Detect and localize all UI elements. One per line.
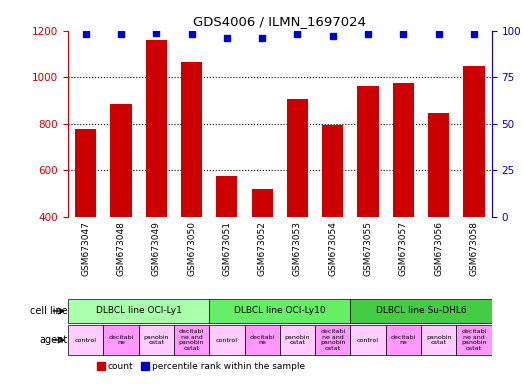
Text: GSM673055: GSM673055 xyxy=(363,221,372,276)
Text: decitabi
ne: decitabi ne xyxy=(249,334,275,346)
Text: control: control xyxy=(75,338,97,343)
Text: cell line: cell line xyxy=(30,306,68,316)
Text: GSM673052: GSM673052 xyxy=(258,221,267,276)
Bar xyxy=(393,83,414,217)
Text: DLBCL line Su-DHL6: DLBCL line Su-DHL6 xyxy=(376,306,467,316)
FancyBboxPatch shape xyxy=(350,325,385,355)
FancyBboxPatch shape xyxy=(68,325,104,355)
FancyBboxPatch shape xyxy=(280,325,315,355)
Text: panobin
ostat: panobin ostat xyxy=(285,334,310,346)
Bar xyxy=(110,104,132,217)
Text: decitabi
ne: decitabi ne xyxy=(108,334,133,346)
Bar xyxy=(75,129,96,217)
Text: GSM673053: GSM673053 xyxy=(293,221,302,276)
Text: GSM673057: GSM673057 xyxy=(399,221,408,276)
Bar xyxy=(463,66,484,217)
Bar xyxy=(145,40,167,217)
FancyBboxPatch shape xyxy=(139,325,174,355)
Text: GSM673054: GSM673054 xyxy=(328,221,337,276)
FancyBboxPatch shape xyxy=(104,325,139,355)
Text: decitabi
ne and
panobin
ostat: decitabi ne and panobin ostat xyxy=(320,329,346,351)
Text: GSM673049: GSM673049 xyxy=(152,221,161,276)
Text: GSM673056: GSM673056 xyxy=(434,221,443,276)
Text: control: control xyxy=(216,338,238,343)
Text: agent: agent xyxy=(40,335,68,345)
FancyBboxPatch shape xyxy=(385,325,421,355)
Text: panobin
ostat: panobin ostat xyxy=(426,334,451,346)
FancyBboxPatch shape xyxy=(209,325,244,355)
FancyBboxPatch shape xyxy=(315,325,350,355)
FancyBboxPatch shape xyxy=(68,299,209,323)
Text: DLBCL line OCI-Ly1: DLBCL line OCI-Ly1 xyxy=(96,306,181,316)
Text: GSM673048: GSM673048 xyxy=(117,221,126,276)
FancyBboxPatch shape xyxy=(174,325,209,355)
Legend: count, percentile rank within the sample: count, percentile rank within the sample xyxy=(94,359,309,375)
Bar xyxy=(287,99,308,217)
Title: GDS4006 / ILMN_1697024: GDS4006 / ILMN_1697024 xyxy=(194,15,366,28)
Text: control: control xyxy=(357,338,379,343)
Bar xyxy=(357,86,379,217)
Text: GSM673051: GSM673051 xyxy=(222,221,231,276)
Bar xyxy=(322,125,343,217)
Text: panobin
ostat: panobin ostat xyxy=(143,334,169,346)
FancyBboxPatch shape xyxy=(244,325,280,355)
Text: GSM673058: GSM673058 xyxy=(470,221,479,276)
Text: decitabi
ne and
panobin
ostat: decitabi ne and panobin ostat xyxy=(461,329,487,351)
Text: GSM673047: GSM673047 xyxy=(81,221,90,276)
Text: GSM673050: GSM673050 xyxy=(187,221,196,276)
Bar xyxy=(181,62,202,217)
Bar xyxy=(252,189,272,217)
FancyBboxPatch shape xyxy=(421,325,456,355)
Text: decitabi
ne: decitabi ne xyxy=(391,334,416,346)
FancyBboxPatch shape xyxy=(456,325,492,355)
Text: DLBCL line OCI-Ly10: DLBCL line OCI-Ly10 xyxy=(234,306,326,316)
Text: decitabi
ne and
panobin
ostat: decitabi ne and panobin ostat xyxy=(179,329,204,351)
FancyBboxPatch shape xyxy=(209,299,350,323)
Bar xyxy=(428,113,449,217)
FancyBboxPatch shape xyxy=(350,299,492,323)
Bar xyxy=(217,176,237,217)
